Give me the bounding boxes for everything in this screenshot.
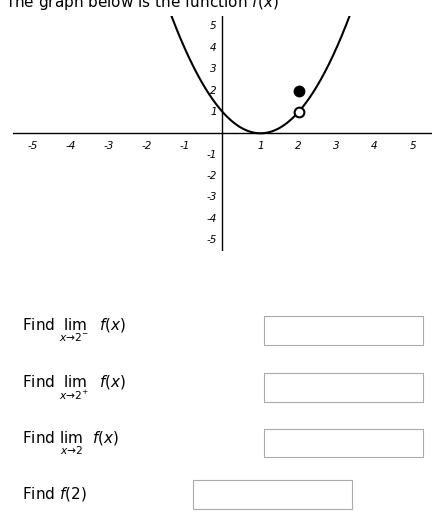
Text: Find $f(2)$: Find $f(2)$ bbox=[22, 485, 86, 503]
FancyBboxPatch shape bbox=[264, 429, 423, 457]
Text: -3: -3 bbox=[103, 141, 113, 151]
Text: -5: -5 bbox=[27, 141, 37, 151]
Text: 2: 2 bbox=[295, 141, 302, 151]
Text: -5: -5 bbox=[206, 235, 217, 245]
Text: 1: 1 bbox=[257, 141, 264, 151]
Text: -1: -1 bbox=[179, 141, 190, 151]
Text: -3: -3 bbox=[206, 192, 217, 203]
Text: -2: -2 bbox=[206, 171, 217, 181]
FancyBboxPatch shape bbox=[264, 374, 423, 402]
Text: The graph below is the function $f(x)$: The graph below is the function $f(x)$ bbox=[5, 0, 279, 13]
Text: 2: 2 bbox=[210, 85, 217, 95]
Text: Find $\lim_{x \to 2^-}$  $f(x)$: Find $\lim_{x \to 2^-}$ $f(x)$ bbox=[22, 317, 126, 344]
Text: 5: 5 bbox=[210, 21, 217, 31]
Text: Find $\lim_{x \to 2}$  $f(x)$: Find $\lim_{x \to 2}$ $f(x)$ bbox=[22, 429, 119, 457]
Text: 3: 3 bbox=[333, 141, 340, 151]
Text: 4: 4 bbox=[371, 141, 378, 151]
Text: -4: -4 bbox=[65, 141, 76, 151]
Text: -1: -1 bbox=[206, 150, 217, 159]
Text: -2: -2 bbox=[141, 141, 152, 151]
Text: 5: 5 bbox=[409, 141, 416, 151]
Text: Find $\lim_{x \to 2^+}$  $f(x)$: Find $\lim_{x \to 2^+}$ $f(x)$ bbox=[22, 374, 126, 402]
Text: 4: 4 bbox=[210, 43, 217, 53]
FancyBboxPatch shape bbox=[264, 316, 423, 345]
Text: -4: -4 bbox=[206, 214, 217, 224]
Text: 1: 1 bbox=[210, 107, 217, 117]
FancyBboxPatch shape bbox=[193, 480, 352, 508]
Text: 3: 3 bbox=[210, 64, 217, 74]
